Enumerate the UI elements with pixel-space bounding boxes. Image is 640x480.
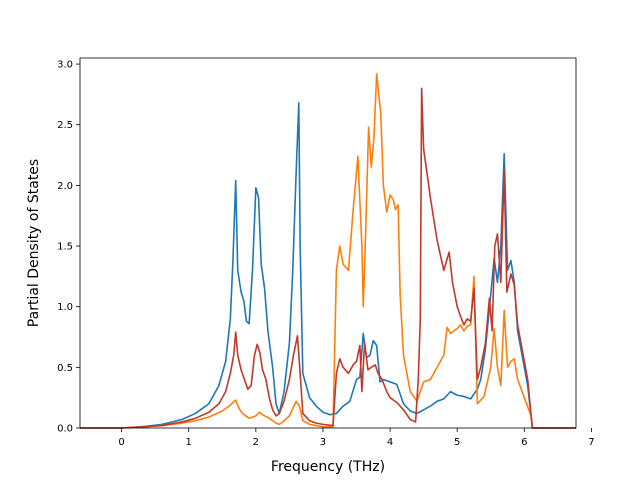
x-tick-label: 4	[387, 437, 393, 448]
x-tick-label: 1	[186, 437, 192, 448]
y-tick-label: 0.5	[57, 363, 73, 374]
x-tick-label: 2	[253, 437, 259, 448]
y-tick-label: 2.5	[57, 120, 73, 131]
y-tick-label: 3.0	[57, 60, 73, 71]
x-axis-ticks: 0 1 2 3 4 5 6 7	[118, 428, 595, 448]
x-axis-title: Frequency (THz)	[271, 459, 385, 475]
series-line-3	[80, 87, 576, 429]
y-tick-label: 0.0	[57, 424, 73, 435]
plot-frame	[79, 57, 577, 429]
y-tick-label: 1.0	[57, 302, 73, 313]
x-tick-label: 3	[320, 437, 326, 448]
x-tick-label: 7	[588, 437, 594, 448]
y-axis-title: Partial Density of States	[26, 159, 42, 327]
y-tick-label: 1.5	[57, 242, 73, 253]
x-tick-label: 6	[521, 437, 527, 448]
series-layer	[80, 72, 576, 429]
series-line-2	[80, 72, 576, 429]
x-tick-label: 0	[118, 437, 124, 448]
y-axis-ticks: 0.0 0.5 1.0 1.5 2.0 2.5 3.0	[57, 60, 80, 435]
y-tick-label: 2.0	[57, 181, 73, 192]
x-tick-label: 5	[454, 437, 460, 448]
